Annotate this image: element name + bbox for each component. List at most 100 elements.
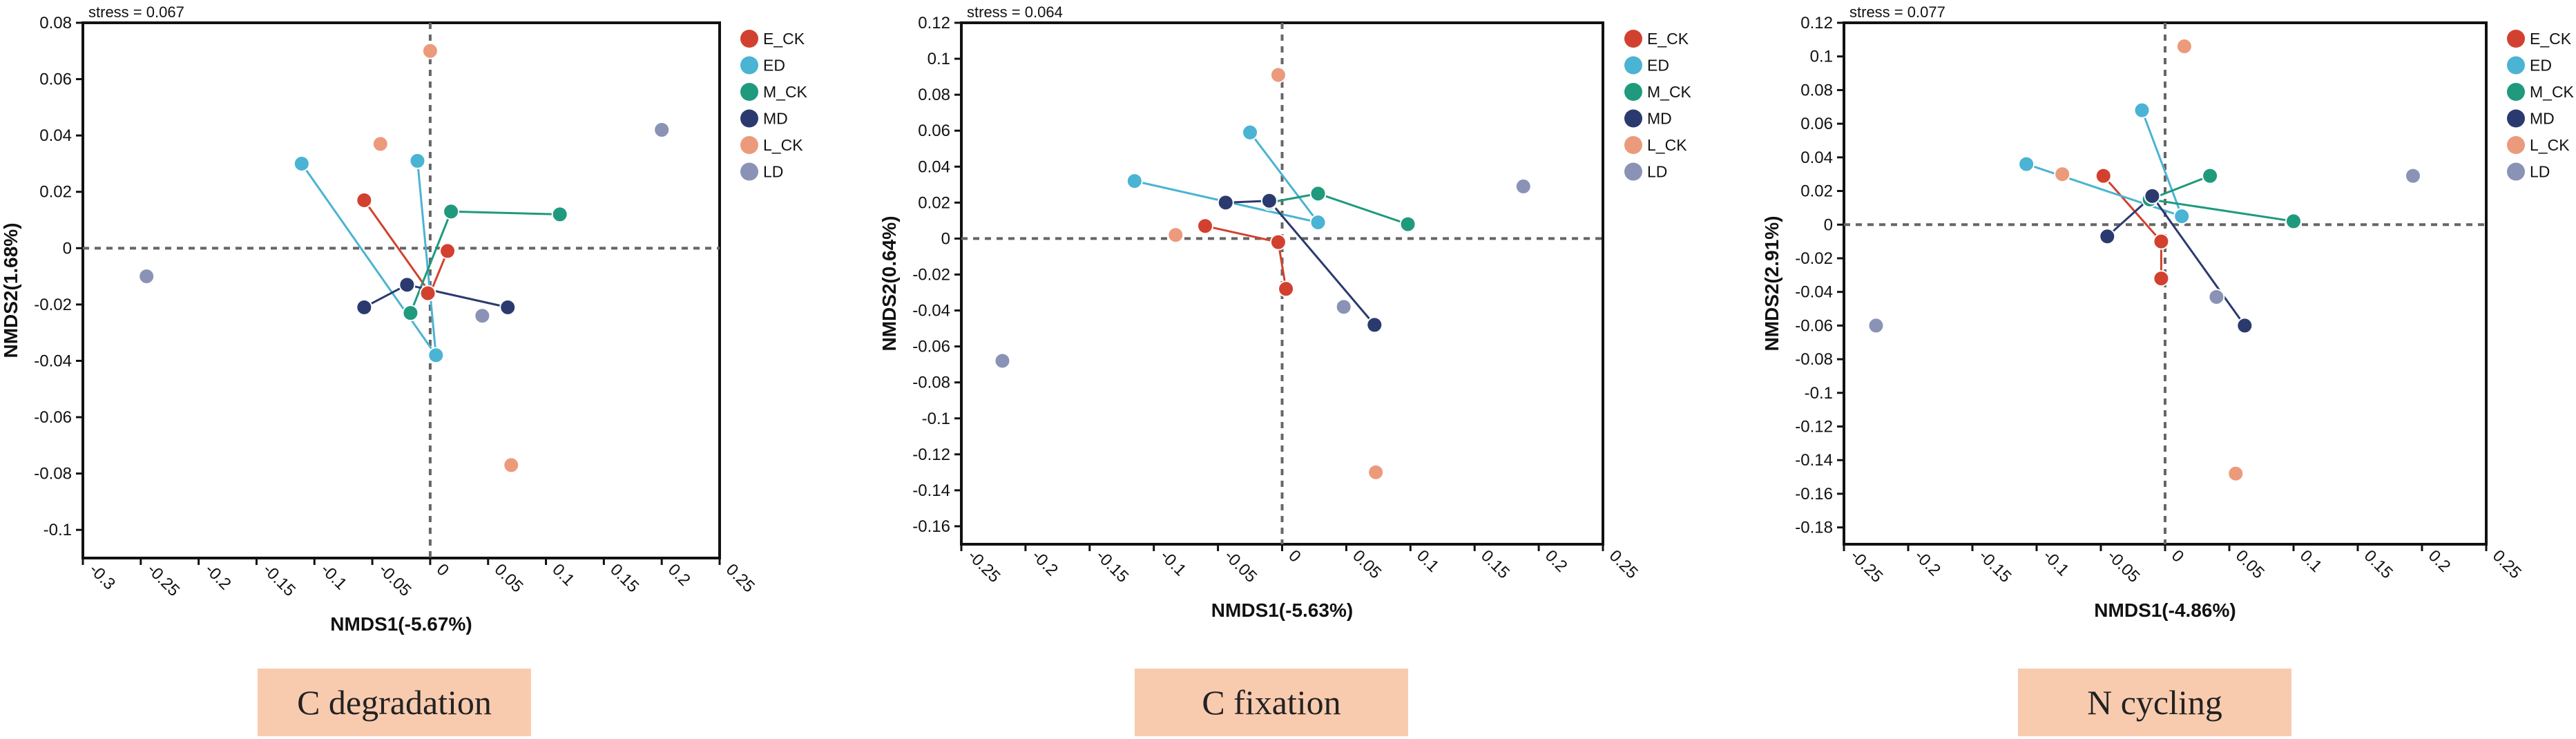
nmds-panel-2: stress = 0.064 0.12 0.1 0.08 0.06 0.04 0.02 0 -0… bbox=[878, 3, 1692, 621]
legend-label-e_ck: E_CK bbox=[763, 30, 805, 48]
data-point-m_ck bbox=[2202, 167, 2219, 184]
legend-marker-ed bbox=[1624, 56, 1642, 75]
x-tick-label: 0 bbox=[433, 560, 453, 580]
y-tick-label: 0.02 bbox=[1800, 182, 1833, 201]
data-point-e_ck bbox=[2153, 233, 2170, 250]
y-tick-label: 0.12 bbox=[1800, 14, 1833, 32]
x-tick-label: 0 bbox=[2168, 546, 2188, 566]
y-axis-label: NMDS2(2.91%) bbox=[1761, 215, 1782, 351]
y-tick-label: -0.16 bbox=[1795, 485, 1833, 503]
data-point-e_ck bbox=[356, 191, 373, 209]
x-tick-label: -0.2 bbox=[1028, 546, 1061, 579]
x-tick-label: 0.2 bbox=[1541, 546, 1571, 576]
x-tick-label: -0.1 bbox=[1156, 546, 1189, 579]
y-tick-label: 0.08 bbox=[918, 86, 950, 104]
y-tick-label: -0.04 bbox=[34, 352, 72, 370]
legend-marker-md bbox=[2507, 109, 2525, 128]
x-tick-label: -0.3 bbox=[86, 560, 119, 593]
data-point-ed bbox=[427, 347, 445, 364]
legend-marker-l_ck bbox=[740, 136, 758, 154]
legend-label-ld: LD bbox=[2530, 163, 2550, 181]
y-tick-label: -0.1 bbox=[44, 521, 72, 539]
x-tick-label: 0.05 bbox=[490, 560, 526, 596]
data-point-e_ck bbox=[1278, 280, 1295, 298]
x-tick-label: -0.15 bbox=[1093, 546, 1133, 586]
y-axis-label: NMDS2(1.68%) bbox=[0, 222, 21, 358]
legend-label-ed: ED bbox=[1647, 57, 1669, 75]
caption-c-fixation: C fixation bbox=[1135, 669, 1408, 736]
data-point-l_ck bbox=[421, 42, 439, 59]
y-tick-label: -0.12 bbox=[912, 445, 950, 464]
data-point-md bbox=[1217, 194, 1234, 211]
y-tick-label: 0.02 bbox=[918, 193, 950, 212]
data-point-m_ck bbox=[443, 203, 460, 220]
y-tick-label: 0 bbox=[941, 229, 950, 248]
x-tick-label: 0.05 bbox=[1349, 546, 1385, 582]
data-point-l_ck bbox=[372, 135, 389, 153]
legend-marker-e_ck bbox=[740, 30, 758, 48]
data-point-md bbox=[2236, 317, 2253, 334]
y-tick-label: -0.08 bbox=[34, 465, 72, 483]
legend-marker-e_ck bbox=[2507, 30, 2525, 48]
data-point-m_ck bbox=[2285, 213, 2302, 230]
legend-marker-m_ck bbox=[1624, 83, 1642, 101]
legend-label-m_ck: M_CK bbox=[2530, 83, 2575, 101]
spider-line-m_ck bbox=[451, 210, 560, 215]
data-point-m_ck bbox=[402, 305, 419, 322]
x-tick-label: -0.05 bbox=[375, 560, 415, 600]
x-tick-label: -0.05 bbox=[1220, 546, 1260, 586]
y-tick-label: -0.02 bbox=[912, 265, 950, 284]
x-tick-label: -0.25 bbox=[964, 546, 1004, 586]
data-point-e_ck bbox=[2153, 270, 2170, 287]
y-tick-label: -0.1 bbox=[922, 410, 950, 428]
x-tick-label: 0.15 bbox=[606, 560, 642, 596]
x-tick-label: -0.1 bbox=[317, 560, 350, 593]
x-tick-label: -0.2 bbox=[201, 560, 234, 593]
stress-label: stress = 0.064 bbox=[967, 3, 1063, 21]
data-point-m_ck bbox=[1399, 215, 1416, 233]
y-tick-label: -0.08 bbox=[1795, 350, 1833, 369]
x-tick-label: -0.15 bbox=[259, 560, 299, 600]
data-point-md bbox=[1260, 192, 1278, 209]
data-point-ed bbox=[293, 155, 310, 172]
y-tick-label: -0.06 bbox=[34, 408, 72, 427]
x-tick-label: 0.15 bbox=[2361, 546, 2396, 582]
data-point-e_ck bbox=[439, 242, 456, 260]
legend-label-md: MD bbox=[2530, 110, 2555, 128]
legend-marker-ld bbox=[1624, 162, 1642, 181]
y-tick-label: 0 bbox=[63, 239, 72, 258]
y-tick-label: 0.1 bbox=[927, 50, 950, 68]
spider-line-ed bbox=[1249, 131, 1319, 223]
legend-marker-l_ck bbox=[2507, 136, 2525, 154]
y-tick-label: -0.02 bbox=[34, 296, 72, 314]
legend-label-ed: ED bbox=[2530, 57, 2552, 75]
legend-marker-md bbox=[1624, 109, 1642, 128]
legend-label-md: MD bbox=[763, 110, 788, 128]
legend-marker-ed bbox=[740, 56, 758, 75]
legend-label-l_ck: L_CK bbox=[2530, 136, 2570, 154]
data-point-ed bbox=[2018, 155, 2035, 173]
x-tick-label: 0.1 bbox=[1413, 546, 1443, 576]
data-point-md bbox=[2144, 187, 2161, 204]
spider-line-md bbox=[2151, 195, 2246, 327]
stress-label: stress = 0.077 bbox=[1849, 3, 1945, 21]
y-tick-label: -0.1 bbox=[1805, 384, 1833, 403]
legend-label-e_ck: E_CK bbox=[1647, 30, 1689, 48]
y-tick-label: 0.04 bbox=[918, 157, 950, 176]
y-tick-label: 0.06 bbox=[39, 70, 72, 89]
legend-label-ld: LD bbox=[1647, 163, 1667, 181]
legend-marker-m_ck bbox=[2507, 83, 2525, 101]
spider-line-m_ck bbox=[410, 211, 452, 314]
data-point-l_ck bbox=[2175, 38, 2193, 55]
legend-marker-ld bbox=[2507, 162, 2525, 181]
y-axis-label: NMDS2(0.64%) bbox=[878, 215, 900, 351]
data-point-md bbox=[1366, 316, 1383, 334]
data-point-l_ck bbox=[1367, 463, 1385, 481]
data-point-ed bbox=[1126, 173, 1143, 190]
data-point-ld bbox=[474, 307, 491, 325]
stress-label: stress = 0.067 bbox=[88, 3, 184, 21]
legend-marker-e_ck bbox=[1624, 30, 1642, 48]
plot-frame bbox=[81, 21, 721, 559]
data-point-ld bbox=[2404, 167, 2421, 184]
